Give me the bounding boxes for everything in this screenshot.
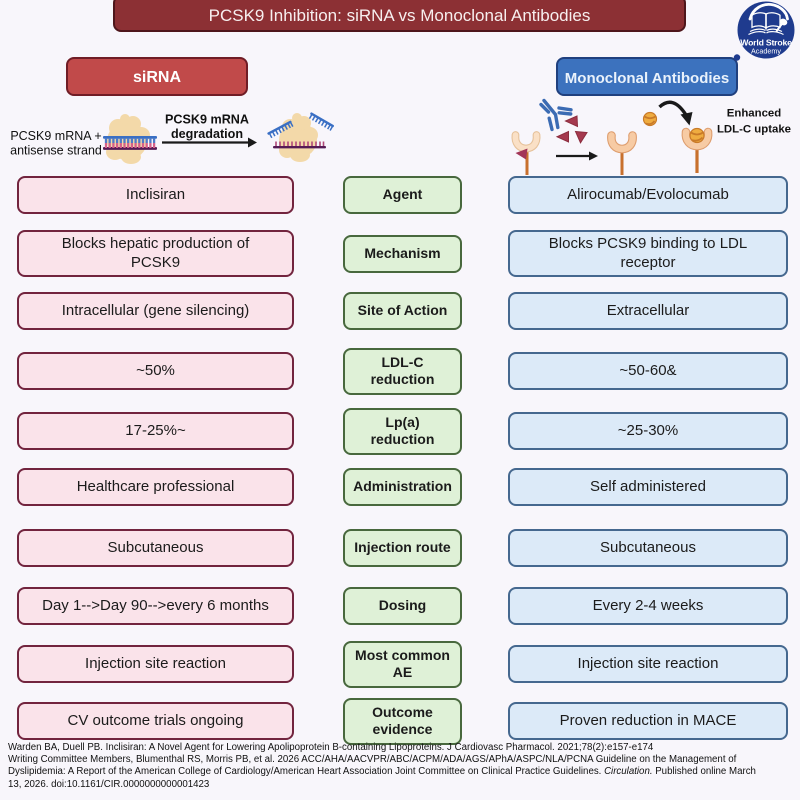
svg-text:Enhanced: Enhanced — [727, 108, 781, 120]
svg-text:World Stroke: World Stroke — [740, 38, 792, 48]
svg-text:antisense strand: antisense strand — [10, 144, 102, 158]
svg-text:Academy: Academy — [751, 47, 781, 56]
svg-text:PCSK9 mRNA +: PCSK9 mRNA + — [10, 129, 101, 143]
svg-text:LDL-C uptake: LDL-C uptake — [717, 124, 791, 136]
svg-text:degradation: degradation — [171, 127, 243, 141]
svg-text:PCSK9 mRNA: PCSK9 mRNA — [165, 113, 249, 127]
